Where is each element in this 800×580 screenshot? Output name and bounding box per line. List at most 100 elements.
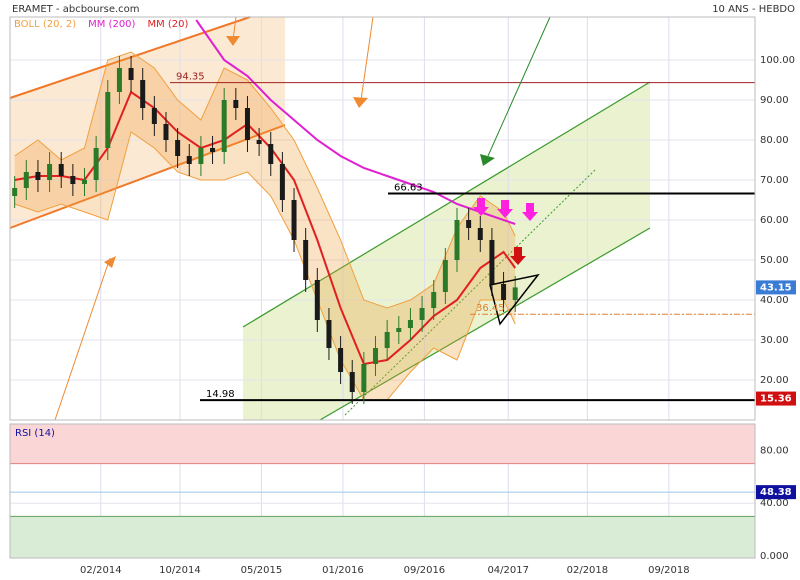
- annotations: [54, 16, 551, 421]
- candle-body: [279, 164, 285, 200]
- y-tick-label: 70.00: [760, 175, 789, 186]
- x-tick-label: 10/2014: [159, 565, 201, 576]
- legend-entry: BOLL (20, 2): [14, 19, 76, 30]
- arrow: [360, 16, 374, 101]
- arrow-head: [480, 154, 495, 166]
- candle-body: [47, 164, 53, 180]
- oversold-zone: [10, 516, 755, 558]
- triangle-pattern: [489, 273, 540, 326]
- candle-body: [291, 200, 297, 240]
- candle-body: [244, 108, 250, 140]
- value-box-label: 43.15: [760, 282, 792, 293]
- y-tick-label: 40.00: [760, 295, 789, 306]
- arrow-head: [510, 247, 526, 265]
- y-tick-label: 50.00: [760, 255, 789, 266]
- y-tick-label: 60.00: [760, 215, 789, 226]
- candle-body: [442, 260, 448, 292]
- candle-body: [175, 140, 181, 156]
- candle-body: [140, 80, 146, 108]
- moving-average: [195, 19, 516, 225]
- candle-body: [501, 284, 507, 300]
- level-label: 94.35: [176, 72, 205, 83]
- candle-body: [210, 148, 216, 152]
- x-tick-label: 09/2018: [648, 565, 690, 576]
- x-tick-label: 04/2017: [487, 565, 529, 576]
- candle-body: [349, 372, 355, 392]
- arrow-head: [104, 256, 116, 268]
- candle-body: [58, 164, 64, 176]
- candles: [12, 56, 518, 404]
- chart-subtitle: 10 ANS - HEBDO: [712, 4, 795, 15]
- candle-body: [256, 140, 262, 144]
- candle-body: [70, 176, 76, 184]
- y-tick-label: 40.00: [760, 498, 789, 509]
- y-tick-label: 80.00: [760, 135, 789, 146]
- candle-body: [23, 172, 29, 188]
- candle-body: [268, 144, 274, 164]
- x-tick-label: 05/2015: [241, 565, 283, 576]
- value-box-label: 48.38: [760, 487, 792, 498]
- candle-body: [233, 100, 239, 108]
- candle-body: [105, 92, 111, 148]
- bollinger-upper: [14, 51, 516, 309]
- overbought-zone: [10, 424, 755, 464]
- value-box: [756, 391, 796, 406]
- y-tick-label: 100.00: [760, 55, 795, 66]
- channel-zone: [243, 82, 650, 420]
- annotations: [9, 16, 651, 421]
- candle-body: [314, 280, 320, 320]
- axes: [9, 16, 756, 559]
- candle-body: [326, 320, 332, 348]
- channel-line: [9, 124, 286, 229]
- level-label: 14.98: [206, 389, 235, 400]
- candle-body: [373, 348, 379, 364]
- candle-body: [466, 220, 472, 228]
- bollinger-lower: [14, 131, 516, 401]
- candle-body: [186, 156, 192, 164]
- arrow-head: [522, 203, 538, 221]
- y-tick-label: 20.00: [760, 375, 789, 386]
- panel-title: RSI (14): [15, 428, 55, 439]
- x-tick-label: 02/2018: [567, 565, 609, 576]
- y-tick-label: 30.00: [760, 335, 789, 346]
- candle-body: [93, 148, 99, 180]
- value-box: [756, 485, 796, 500]
- x-tick-label: 02/2014: [80, 565, 122, 576]
- overlays: [14, 19, 755, 402]
- legend-entry: MM (20): [147, 19, 188, 30]
- candle-body: [419, 308, 425, 320]
- panel-frame: [9, 16, 756, 421]
- candle-body: [198, 148, 204, 164]
- arrow: [487, 16, 551, 157]
- candle-body: [489, 240, 495, 284]
- legend-entry: MM (200): [88, 19, 135, 30]
- candle-body: [338, 348, 344, 372]
- candle-body: [82, 180, 87, 184]
- arrow-head: [497, 200, 513, 218]
- candle-body: [303, 240, 309, 280]
- candle-body: [477, 228, 483, 240]
- candle-body: [407, 320, 413, 328]
- candle-body: [384, 332, 390, 348]
- y-tick-label: 90.00: [760, 95, 789, 106]
- x-tick-label: 09/2016: [404, 565, 446, 576]
- candle-body: [116, 68, 122, 92]
- y-tick-label: 80.00: [760, 445, 789, 456]
- channel-line: [9, 16, 251, 99]
- channel-line: [319, 227, 651, 421]
- candle-body: [163, 124, 169, 140]
- labels: ERAMET - abcbourse.com 10 ANS - HEBDO RS…: [12, 4, 796, 576]
- candle-body: [221, 100, 227, 152]
- y-tick-label: 0.000: [760, 551, 789, 562]
- candle-body: [361, 364, 367, 392]
- candle-body: [151, 108, 157, 124]
- candle-body: [454, 220, 460, 260]
- candle-body: [431, 292, 437, 308]
- panel-frame: [9, 423, 756, 559]
- candle-body: [512, 287, 518, 300]
- x-tick-label: 01/2016: [322, 565, 364, 576]
- zones: [10, 424, 755, 558]
- arrows: [473, 198, 538, 221]
